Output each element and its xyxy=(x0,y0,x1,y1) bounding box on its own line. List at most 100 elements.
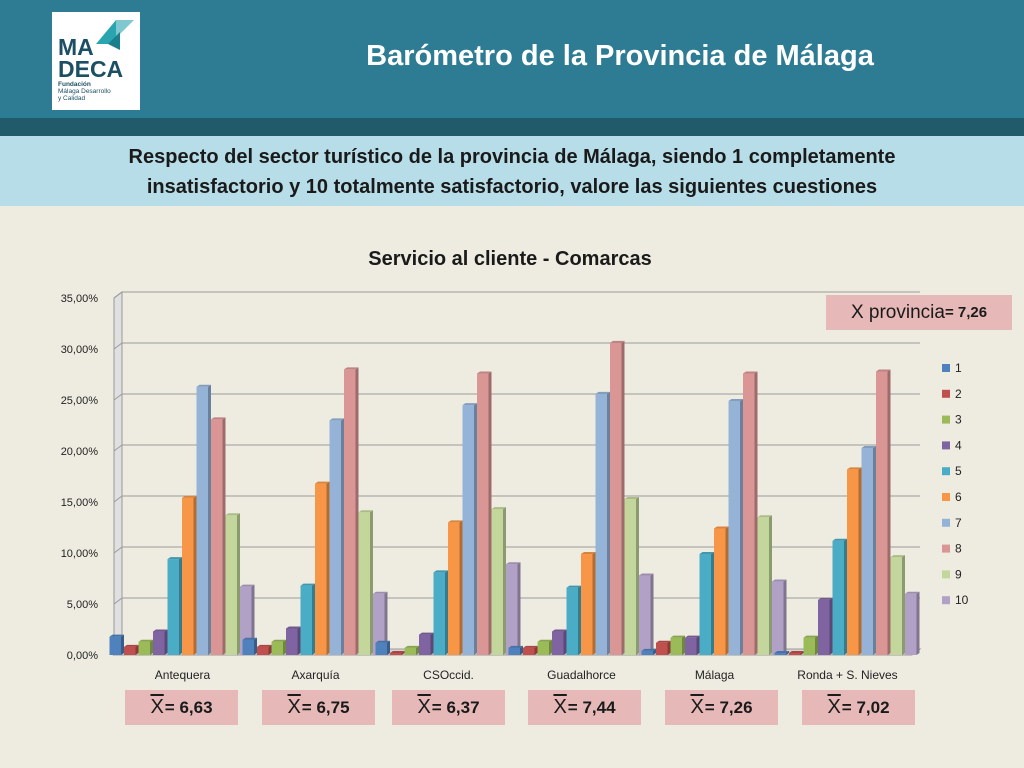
bar xyxy=(537,641,549,655)
bar xyxy=(552,631,564,655)
bar-side xyxy=(193,495,197,655)
bar-side xyxy=(222,417,226,655)
bar-top xyxy=(537,639,552,642)
bar xyxy=(448,522,460,655)
legend-swatch xyxy=(942,415,950,424)
header-divider xyxy=(0,118,1024,136)
bar-top xyxy=(242,637,257,640)
mean-value: = 6,63 xyxy=(164,697,213,717)
legend-swatch xyxy=(942,544,950,553)
bar xyxy=(743,373,755,655)
bar-side xyxy=(254,637,257,655)
legend-swatch xyxy=(942,518,950,527)
bar-side xyxy=(636,496,639,655)
legend-swatch xyxy=(942,596,950,605)
bar-top xyxy=(300,583,315,586)
bar xyxy=(373,593,385,655)
bar-top xyxy=(728,399,743,402)
bar-top xyxy=(566,585,581,588)
bar-top xyxy=(462,403,477,406)
legend-label: 2 xyxy=(955,387,962,401)
y-tick-label: 35,00% xyxy=(61,293,99,305)
legend-swatch xyxy=(942,441,950,450)
bar xyxy=(566,587,578,655)
bar-side xyxy=(667,640,671,655)
bar-top xyxy=(404,645,419,648)
bar xyxy=(491,509,503,655)
bar-side xyxy=(416,645,419,655)
bar-side xyxy=(740,399,743,655)
bar xyxy=(699,554,711,655)
bar-top xyxy=(610,340,625,343)
bar-side xyxy=(474,403,477,655)
bar-side xyxy=(696,635,700,655)
bar xyxy=(714,528,726,655)
mean-value: = 6,37 xyxy=(431,697,480,717)
logo-subtitle: Fundación Málaga Desarrollo y Calidad xyxy=(58,81,111,102)
chart-title: Servicio al cliente - Comarcas xyxy=(368,248,651,270)
bar-top xyxy=(315,481,330,484)
bar-side xyxy=(268,644,272,655)
bar-top xyxy=(818,597,833,600)
bar-side xyxy=(150,639,153,655)
bar xyxy=(109,636,121,655)
bar-top xyxy=(491,507,506,510)
bar-side xyxy=(887,369,891,655)
bar xyxy=(329,420,341,655)
bar xyxy=(595,393,607,655)
mean-box-ronda: X = 7,02 xyxy=(802,690,915,725)
bar-side xyxy=(430,632,434,655)
bar xyxy=(670,637,682,655)
bar xyxy=(832,540,844,655)
bar-top xyxy=(257,644,272,647)
mean-symbol: X xyxy=(827,696,841,718)
bar-top xyxy=(774,650,789,653)
mean-value: = 6,75 xyxy=(301,697,350,717)
mean-value: = 7,44 xyxy=(567,697,616,717)
bar xyxy=(257,646,269,655)
legend-label: 6 xyxy=(955,490,962,504)
bar-side xyxy=(711,552,714,655)
bar-side xyxy=(786,650,789,655)
bar-side xyxy=(237,513,240,655)
bar-side xyxy=(121,634,124,655)
legend-label: 9 xyxy=(955,567,962,581)
bar-side xyxy=(355,367,359,655)
bar xyxy=(639,575,651,655)
bar-side xyxy=(534,645,538,655)
bar-top xyxy=(477,371,492,374)
bar-side xyxy=(135,644,139,655)
legend-label: 5 xyxy=(955,464,962,478)
bar-top xyxy=(344,367,359,370)
bar-side xyxy=(783,579,787,655)
x-tick-label: Ronda + S. Nieves xyxy=(797,668,897,682)
bar xyxy=(523,647,535,655)
bar xyxy=(477,373,489,655)
bar-top xyxy=(905,591,920,594)
province-mean-box: X provincia = 7,26 xyxy=(826,295,1012,330)
bar xyxy=(728,401,740,655)
bar xyxy=(138,641,150,655)
bar-top xyxy=(390,650,405,653)
gridline-depth xyxy=(113,291,123,299)
bar xyxy=(462,405,474,655)
bar-side xyxy=(653,648,656,655)
mean-value: = 7,02 xyxy=(841,697,890,717)
y-tick-label: 10,00% xyxy=(61,548,99,560)
bar xyxy=(240,586,252,655)
bar-top xyxy=(124,644,139,647)
bar-side xyxy=(164,629,168,655)
bar-side xyxy=(844,538,847,655)
bar-top xyxy=(508,645,523,648)
mean-value: = 7,26 xyxy=(704,697,753,717)
mean-symbol: X xyxy=(150,696,164,718)
bar xyxy=(358,512,370,655)
bar-top xyxy=(743,371,758,374)
bar-side xyxy=(326,481,330,655)
bar xyxy=(390,652,402,655)
bar xyxy=(433,572,445,655)
question-line-1: Respecto del sector turístico de la prov… xyxy=(128,146,896,168)
bar-top xyxy=(595,391,610,394)
gridline-depth xyxy=(113,597,123,605)
bar-top xyxy=(772,579,787,582)
